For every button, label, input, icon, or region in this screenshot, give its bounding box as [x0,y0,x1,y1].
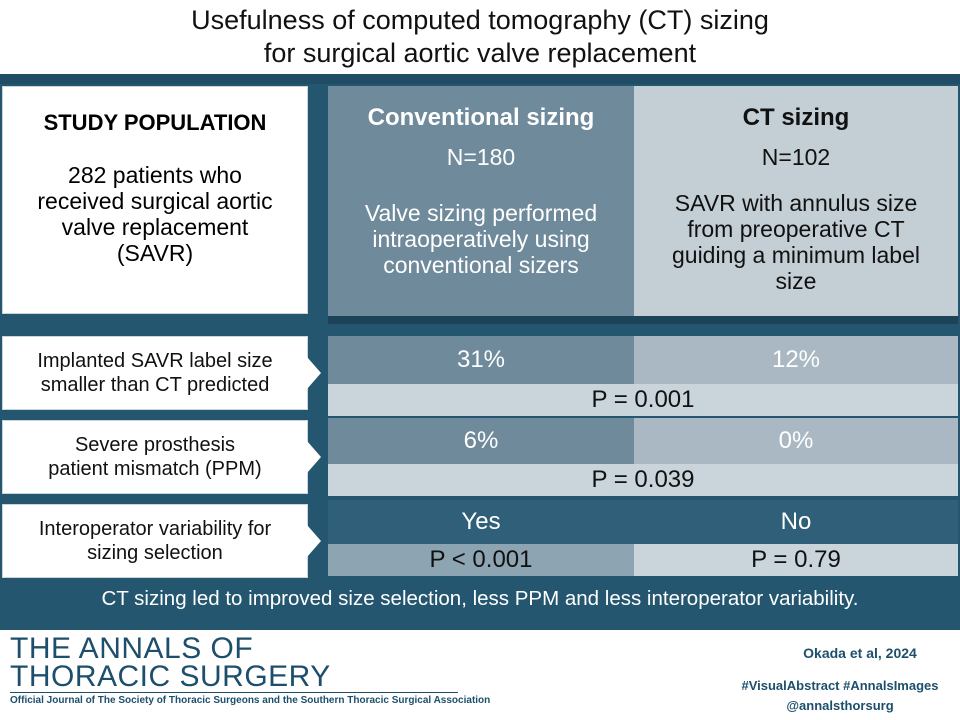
conclusion-text: CT sizing led to improved size selection… [101,587,859,610]
ct-value-ppm: 0% [634,418,958,464]
population-line: valve replacement [61,214,249,240]
outcome-label-line: smaller than CT predicted [40,374,270,396]
citation: Okada et al, 2024 [803,645,917,661]
journal-logo-line-1: THE ANNALS OF [10,632,254,665]
ct-value-interoperator: No [634,500,958,544]
description-line: SAVR with annulus size [674,190,918,216]
arrow-right-icon [307,441,321,473]
title-line-2: for surgical aortic valve replacement [263,38,697,68]
population-line: received surgical aortic [37,188,273,214]
page-title: Usefulness of computed tomography (CT) s… [0,4,960,70]
title-line-1: Usefulness of computed tomography (CT) s… [191,5,769,35]
outcome-label-line: Implanted SAVR label size [37,350,273,372]
description-line: intraoperatively using [372,226,590,252]
outcome-label-interoperator: Interoperator variability for sizing sel… [2,504,308,578]
description-line: conventional sizers [383,252,579,278]
conventional-value-interoperator: Yes [328,500,634,544]
hashtags-block: #VisualAbstract #AnnalsImages @annalstho… [720,676,960,716]
p-value-interoperator-conventional: P < 0.001 [328,544,634,576]
study-population-heading: STUDY POPULATION [43,110,267,135]
description-line: from preoperative CT [687,216,905,242]
ct-sizing-n: N=102 [761,144,831,170]
arrow-right-icon [307,525,321,557]
conventional-sizing-title: Conventional sizing [367,104,595,131]
journal-logo-subtitle: Official Journal of The Society of Thora… [10,695,491,706]
conventional-sizing-n: N=180 [446,144,516,170]
conventional-sizing-header: Conventional sizing N=180 Valve sizing p… [328,86,634,316]
arrow-right-icon [307,357,321,389]
ct-sizing-description: SAVR with annulus size from preoperative… [642,190,950,294]
p-value-interoperator-ct: P = 0.79 [634,544,958,576]
ct-sizing-header: CT sizing N=102 SAVR with annulus size f… [634,86,958,316]
population-line: 282 patients who [68,162,242,188]
study-population-text: 282 patients who received surgical aorti… [14,162,296,266]
outcome-label-line: patient mismatch (PPM) [48,458,262,480]
ct-sizing-title: CT sizing [742,104,850,131]
population-line: (SAVR) [116,240,194,266]
outcome-label-label-size: Implanted SAVR label size smaller than C… [2,336,308,410]
conventional-sizing-description: Valve sizing performed intraoperatively … [336,200,626,278]
p-value-label-size: P = 0.001 [328,384,958,416]
ct-value-label-size: 12% [634,336,958,384]
twitter-handle: @annalsthorsurg [786,698,894,713]
outcome-label-line: sizing selection [87,542,223,564]
description-line: Valve sizing performed [364,200,598,226]
description-line: guiding a minimum label [671,242,920,268]
journal-logo-line-2: THORACIC SURGERY [10,660,331,693]
p-value-ppm: P = 0.039 [328,464,958,496]
conventional-value-ppm: 6% [328,418,634,464]
header-shadow [328,316,958,324]
outcome-label-line: Interoperator variability for [38,518,272,540]
conventional-value-label-size: 31% [328,336,634,384]
outcome-label-line: Severe prosthesis [74,434,236,456]
hashtags: #VisualAbstract #AnnalsImages [741,678,939,693]
study-population-box [2,86,308,314]
outcome-label-ppm: Severe prosthesis patient mismatch (PPM) [2,420,308,494]
logo-divider [10,692,458,693]
band-top-edge [0,74,960,84]
description-line: size [775,268,817,294]
